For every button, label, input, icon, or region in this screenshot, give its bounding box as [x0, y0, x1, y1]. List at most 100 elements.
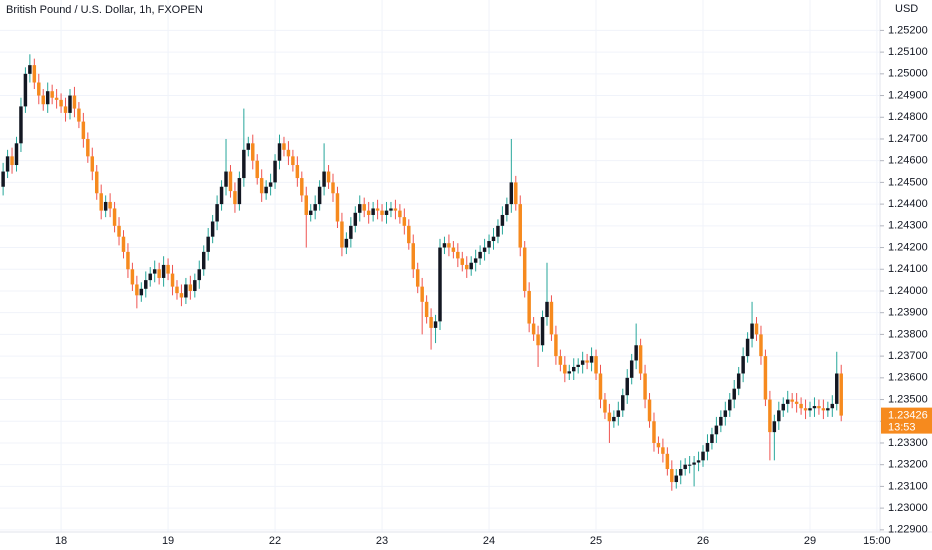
- candle-body: [451, 247, 456, 252]
- candle-body: [482, 247, 487, 252]
- candle-body: [545, 301, 549, 318]
- candle-body: [509, 182, 514, 205]
- candle-body: [705, 442, 710, 452]
- candle-body: [594, 356, 598, 374]
- candle-body: [522, 247, 527, 291]
- candle-body: [375, 208, 380, 211]
- candle-body: [286, 149, 291, 157]
- candle-body: [157, 269, 161, 278]
- x-tick-label: 26: [697, 535, 709, 547]
- y-tick-label: 1.24700: [888, 133, 928, 145]
- candle-body: [612, 416, 616, 422]
- candle-body: [456, 251, 460, 259]
- candle-body: [291, 156, 295, 166]
- candle-body: [465, 264, 469, 270]
- candle-body: [219, 186, 224, 205]
- y-tick-label: 1.24100: [888, 263, 928, 275]
- candle-body: [518, 204, 522, 248]
- candle-body: [126, 251, 130, 270]
- candle-body: [86, 138, 90, 157]
- candle-body: [687, 464, 692, 466]
- candle-body: [491, 236, 496, 242]
- chart-title: British Pound / U.S. Dollar, 1h, FXOPEN: [6, 4, 203, 16]
- candle-body: [81, 121, 86, 139]
- y-tick-label: 1.23600: [888, 372, 928, 384]
- candle-body: [353, 212, 358, 226]
- candle-body: [696, 460, 701, 463]
- candle-body: [72, 95, 77, 109]
- candle-body: [335, 193, 340, 222]
- candle-body: [415, 269, 420, 287]
- candle-body: [144, 280, 148, 289]
- candle-body: [10, 156, 14, 166]
- candle-body: [407, 225, 411, 244]
- candle-body: [139, 288, 144, 296]
- countdown-label: 13:53: [888, 422, 916, 434]
- y-tick-label: 1.25100: [888, 46, 928, 58]
- candle-body: [643, 373, 647, 400]
- candle-body: [750, 323, 754, 339]
- candle-body: [531, 323, 536, 335]
- candle-body: [246, 143, 251, 150]
- candle-body: [349, 225, 353, 239]
- candle-body: [366, 210, 371, 215]
- y-tick-label: 1.22900: [888, 524, 928, 536]
- candle-body: [135, 284, 139, 296]
- candle-body: [625, 377, 629, 396]
- candle-body: [1, 171, 5, 187]
- y-tick-label: 1.24900: [888, 89, 928, 101]
- candle-body: [380, 210, 384, 215]
- candle-body: [188, 284, 193, 291]
- y-tick-label: 1.23900: [888, 307, 928, 319]
- candle-body: [37, 82, 41, 96]
- candle-body: [362, 204, 366, 211]
- candle-body: [572, 366, 576, 372]
- candle-body: [759, 334, 763, 357]
- candle-body: [785, 399, 790, 404]
- candle-body: [607, 412, 612, 422]
- candle-body: [794, 401, 799, 404]
- candle-body: [41, 95, 45, 105]
- candle-body: [94, 171, 99, 194]
- candle-body: [772, 421, 777, 433]
- candle-body: [326, 171, 331, 183]
- candle-body: [322, 171, 326, 187]
- candle-body: [652, 421, 656, 443]
- candle-body: [527, 290, 531, 324]
- candle-body: [237, 178, 242, 205]
- candle-body: [496, 225, 500, 237]
- candle-body: [821, 408, 826, 411]
- candle-body: [210, 221, 215, 237]
- candle-body: [19, 106, 23, 144]
- candle-body: [402, 217, 407, 226]
- candle-body: [728, 399, 732, 411]
- candle-body: [193, 280, 197, 291]
- x-tick-label: 29: [804, 535, 816, 547]
- candle-body: [777, 410, 781, 422]
- candle-body: [781, 403, 786, 411]
- candle-body: [638, 345, 643, 374]
- x-tick-label: 23: [376, 535, 388, 547]
- y-tick-label: 1.24400: [888, 198, 928, 210]
- y-tick-label: 1.23800: [888, 328, 928, 340]
- candle-body: [233, 191, 237, 205]
- candle-body: [790, 399, 794, 402]
- candle-body: [661, 447, 665, 454]
- candle-body: [304, 195, 308, 215]
- candle-body: [389, 208, 393, 211]
- y-tick-label: 1.23100: [888, 480, 928, 492]
- x-tick-label: 22: [269, 535, 281, 547]
- candle-body: [812, 406, 817, 409]
- candle-body: [634, 345, 638, 361]
- candle-body: [242, 149, 246, 179]
- candle-body: [447, 243, 451, 248]
- candle-body: [621, 395, 625, 411]
- candle-body: [554, 334, 558, 357]
- candle-body: [487, 241, 491, 248]
- candle-body: [63, 106, 68, 113]
- y-tick-label: 1.24500: [888, 176, 928, 188]
- currency-label: USD: [895, 3, 918, 15]
- candle-body: [754, 323, 759, 335]
- candle-body: [215, 204, 219, 222]
